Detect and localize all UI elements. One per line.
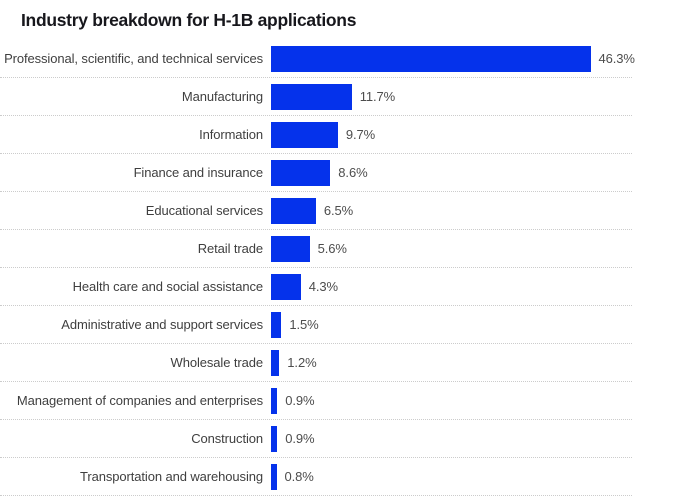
category-label: Educational services	[145, 202, 263, 218]
bar-track: 8.6%	[271, 154, 632, 191]
category-label: Administrative and support services	[61, 316, 263, 332]
bar-row: Wholesale trade 1.2%	[0, 344, 632, 382]
value-label: 46.3%	[598, 51, 635, 66]
bar-chart: Professional, scientific, and technical …	[0, 40, 635, 496]
bar	[271, 387, 278, 414]
category-label: Construction	[191, 430, 263, 446]
value-label: 1.2%	[287, 355, 317, 370]
category-label: Manufacturing	[181, 88, 263, 104]
bar-row: Construction 0.9%	[0, 420, 632, 458]
bar-track: 6.5%	[271, 192, 632, 229]
bar-track: 5.6%	[271, 230, 632, 267]
bar-row: Retail trade 5.6%	[0, 230, 632, 268]
value-label: 11.7%	[359, 89, 396, 104]
bar	[271, 311, 282, 338]
bar	[271, 425, 278, 452]
bar-row: Health care and social assistance 4.3%	[0, 268, 632, 306]
bar-track: 4.3%	[271, 268, 632, 305]
value-label: 1.5%	[289, 317, 319, 332]
bar-row: Administrative and support services 1.5%	[0, 306, 632, 344]
value-label: 4.3%	[308, 279, 338, 294]
chart-title: Industry breakdown for H-1B applications	[21, 10, 357, 30]
category-label: Information	[199, 126, 263, 142]
bar-row: Management of companies and enterprises 0…	[0, 382, 632, 420]
bar-track: 0.9%	[271, 420, 632, 457]
category-label: Management of companies and enterprises	[16, 392, 263, 408]
bar-track: 0.9%	[271, 382, 632, 419]
bar	[271, 235, 310, 262]
category-label: Finance and insurance	[133, 164, 264, 180]
bar	[271, 159, 331, 186]
value-label: 6.5%	[323, 203, 354, 218]
bar-track: 11.7%	[271, 78, 632, 115]
value-label: 0.8%	[284, 469, 314, 484]
bar-track: 1.5%	[271, 306, 632, 343]
category-label: Health care and social assistance	[72, 278, 263, 294]
category-label: Retail trade	[197, 240, 263, 256]
category-label: Professional, scientific, and technical …	[4, 50, 263, 66]
bar	[271, 349, 280, 376]
bar	[271, 45, 591, 72]
bar	[271, 463, 277, 490]
bar	[271, 83, 352, 110]
value-label: 8.6%	[338, 165, 368, 180]
category-label: Wholesale trade	[170, 354, 264, 370]
bar-row: Professional, scientific, and technical …	[0, 40, 635, 78]
bar	[271, 121, 338, 148]
bar-track: 1.2%	[271, 344, 632, 381]
bar	[271, 197, 316, 224]
bar-track: 9.7%	[271, 116, 632, 153]
value-label: 0.9%	[285, 431, 315, 446]
value-label: 5.6%	[317, 241, 347, 256]
bar-row: Transportation and warehousing 0.8%	[0, 458, 632, 496]
value-label: 0.9%	[285, 393, 315, 408]
bar-row: Manufacturing 11.7%	[0, 78, 632, 116]
category-label: Transportation and warehousing	[80, 468, 263, 484]
bar-row: Educational services 6.5%	[0, 192, 632, 230]
bar-row: Information 9.7%	[0, 116, 632, 154]
value-label: 9.7%	[345, 127, 376, 142]
bar	[271, 273, 301, 300]
bar-track: 0.8%	[271, 458, 632, 495]
bar-track: 46.3%	[271, 40, 635, 77]
bar-row: Finance and insurance 8.6%	[0, 154, 632, 192]
